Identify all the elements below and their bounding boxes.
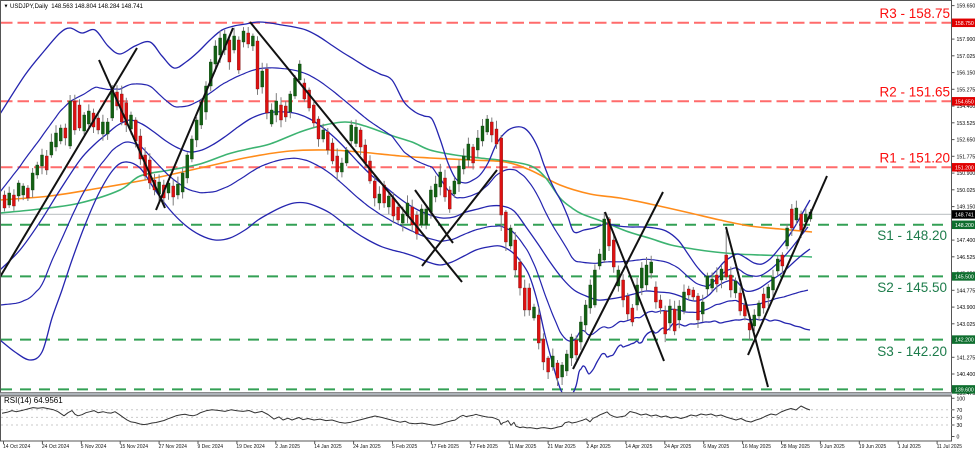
svg-text:27 Nov 2024: 27 Nov 2024	[159, 444, 188, 450]
svg-text:152.650: 152.650	[957, 138, 975, 144]
svg-text:30: 30	[957, 423, 963, 429]
svg-text:6 May 2025: 6 May 2025	[703, 444, 729, 450]
svg-text:145.500: 145.500	[955, 274, 974, 280]
svg-text:19 Jun 2025: 19 Jun 2025	[859, 444, 887, 450]
svg-text:11 Jul 2025: 11 Jul 2025	[937, 444, 963, 450]
svg-text:144.775: 144.775	[957, 288, 975, 294]
svg-text:15 Nov 2024: 15 Nov 2024	[120, 444, 149, 450]
svg-text:70: 70	[957, 408, 963, 414]
svg-text:140.400: 140.400	[957, 372, 975, 378]
svg-text:24 Jan 2025: 24 Jan 2025	[353, 444, 381, 450]
svg-text:11 Mar 2025: 11 Mar 2025	[509, 444, 537, 450]
svg-text:5 Feb 2025: 5 Feb 2025	[392, 444, 418, 450]
svg-text:158.750: 158.750	[955, 21, 974, 27]
svg-text:14 Oct 2024: 14 Oct 2024	[3, 444, 30, 450]
svg-text:151.200: 151.200	[955, 165, 974, 171]
svg-text:9 Jun 2025: 9 Jun 2025	[820, 444, 845, 450]
svg-text:148.200: 148.200	[955, 223, 974, 229]
svg-text:USDJPY,Daily 148.563 148.804: USDJPY,Daily 148.563 148.804 148.284 148…	[10, 4, 144, 10]
svg-text:143.025: 143.025	[957, 322, 975, 328]
svg-text:14 Apr 2025: 14 Apr 2025	[625, 444, 652, 450]
svg-text:155.275: 155.275	[957, 87, 975, 93]
svg-text:150.025: 150.025	[957, 188, 975, 194]
svg-text:150.900: 150.900	[957, 171, 975, 177]
svg-text:24 Oct 2024: 24 Oct 2024	[42, 444, 69, 450]
svg-text:149.150: 149.150	[957, 205, 975, 211]
svg-text:156.150: 156.150	[957, 71, 975, 77]
svg-text:14 Jan 2025: 14 Jan 2025	[314, 444, 342, 450]
svg-text:21 Mar 2025: 21 Mar 2025	[548, 444, 576, 450]
svg-text:154.400: 154.400	[957, 104, 975, 110]
svg-text:153.525: 153.525	[957, 121, 975, 127]
svg-text:154.650: 154.650	[955, 99, 974, 105]
svg-text:141.275: 141.275	[957, 355, 975, 361]
svg-text:▼: ▼	[4, 4, 9, 10]
svg-text:2 Apr 2025: 2 Apr 2025	[587, 444, 611, 450]
svg-text:157.900: 157.900	[957, 37, 975, 43]
svg-text:143.900: 143.900	[957, 305, 975, 311]
svg-text:28 May 2025: 28 May 2025	[781, 444, 810, 450]
svg-text:27 Feb 2025: 27 Feb 2025	[470, 444, 498, 450]
svg-text:R3 - 158.75: R3 - 158.75	[879, 6, 950, 21]
svg-text:142.200: 142.200	[955, 338, 974, 344]
svg-text:1 Jul 2025: 1 Jul 2025	[898, 444, 921, 450]
svg-text:9 Dec 2024: 9 Dec 2024	[198, 444, 224, 450]
svg-text:R2 - 151.65: R2 - 151.65	[879, 85, 950, 100]
svg-text:R1 - 151.20: R1 - 151.20	[879, 151, 950, 166]
svg-text:146.525: 146.525	[957, 255, 975, 261]
svg-text:100: 100	[957, 396, 966, 402]
svg-text:157.025: 157.025	[957, 54, 975, 60]
svg-text:5 Nov 2024: 5 Nov 2024	[81, 444, 107, 450]
svg-text:50: 50	[957, 415, 963, 421]
svg-text:2 Jan 2025: 2 Jan 2025	[275, 444, 300, 450]
svg-text:S1 - 148.20: S1 - 148.20	[877, 228, 947, 243]
svg-text:S2 - 145.50: S2 - 145.50	[877, 280, 947, 295]
svg-text:148.741: 148.741	[955, 212, 974, 218]
svg-text:139.600: 139.600	[955, 387, 974, 393]
svg-text:19 Dec 2024: 19 Dec 2024	[236, 444, 265, 450]
svg-text:16 May 2025: 16 May 2025	[742, 444, 771, 450]
svg-text:S3 - 142.20: S3 - 142.20	[877, 344, 947, 359]
svg-text:139.475: 139.475	[957, 391, 975, 397]
svg-text:0: 0	[957, 435, 960, 441]
svg-text:151.775: 151.775	[957, 154, 975, 160]
svg-text:17 Feb 2025: 17 Feb 2025	[431, 444, 459, 450]
svg-text:147.400: 147.400	[957, 238, 975, 244]
svg-text:RSI(14) 64.9561: RSI(14) 64.9561	[4, 396, 63, 405]
svg-text:24 Apr 2025: 24 Apr 2025	[664, 444, 691, 450]
svg-text:159.650: 159.650	[957, 4, 975, 10]
